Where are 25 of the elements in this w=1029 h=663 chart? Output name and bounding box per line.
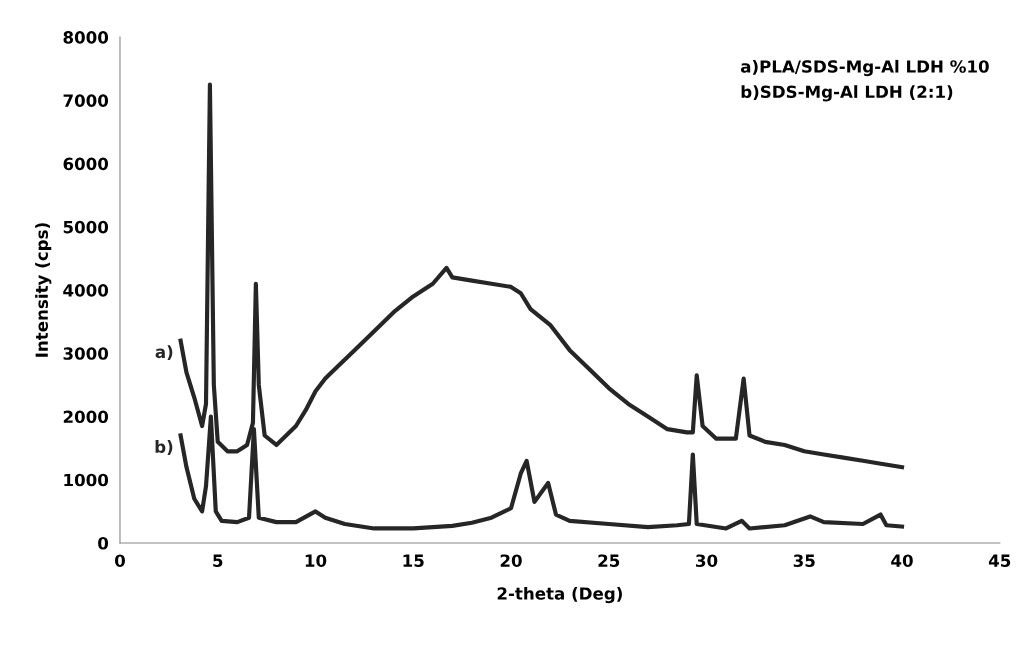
y-tick-label: 1000 <box>64 473 109 487</box>
y-tick-label: 8000 <box>63 31 109 44</box>
y-tick-label: 3000 <box>63 347 109 360</box>
y-tick-label: 6000 <box>63 157 109 171</box>
x-tick-label: 35 <box>793 554 815 568</box>
x-tick-label: 20 <box>500 554 522 568</box>
annotation: a)PLA/SDS-Mg-Al LDH %10 <box>740 59 989 77</box>
x-tick-label: 25 <box>598 554 620 568</box>
x-tick-label: 5 <box>213 554 223 568</box>
x-tick-label: 45 <box>988 554 1011 568</box>
y-tick-label: 4000 <box>63 284 109 297</box>
x-tick-label: 30 <box>696 554 718 568</box>
x-tick-label: 15 <box>403 554 424 568</box>
x-tick-label: 10 <box>305 554 327 568</box>
annotation: b)SDS-Mg-Al LDH (2:1) <box>741 85 953 102</box>
y-tick-label: 5000 <box>63 220 109 234</box>
series-label: b) <box>155 440 173 455</box>
x-axis-title: 2-theta (Deg) <box>497 586 622 604</box>
y-tick-label: 2000 <box>63 410 109 424</box>
x-tick-label: 0 <box>114 554 125 568</box>
x-tick-label: 40 <box>891 554 913 568</box>
y-tick-label: 7000 <box>63 94 109 107</box>
series-label: a) <box>155 345 173 361</box>
y-tick-label: 0 <box>98 536 109 550</box>
y-axis-title: Intensity (cps) <box>35 223 52 357</box>
